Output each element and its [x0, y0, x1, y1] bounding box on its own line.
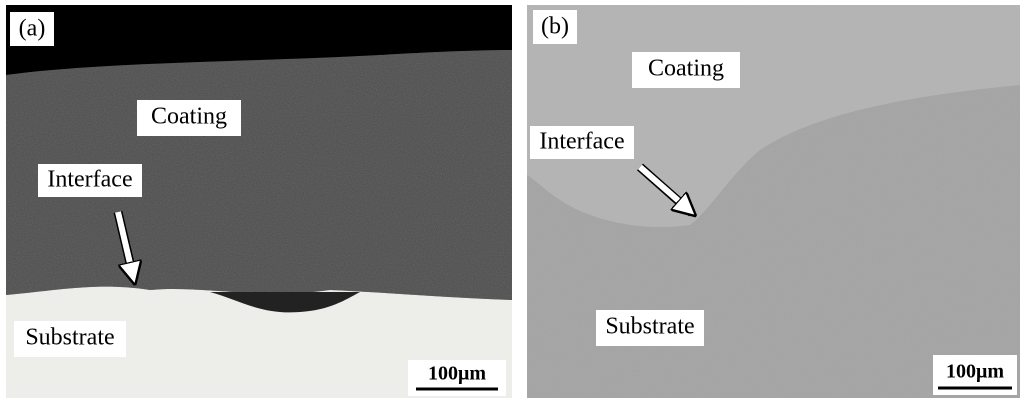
- panel-label: (a): [19, 16, 46, 42]
- interface-label: Interface: [539, 129, 624, 155]
- substrate-label: Substrate: [25, 325, 114, 351]
- panel-a: (a) Coating Interface Substrate 100μm: [6, 5, 512, 398]
- interface-label: Interface: [47, 167, 132, 193]
- coating-label: Coating: [151, 104, 227, 130]
- panel-b: (b) Coating Interface Substrate 100μm: [527, 5, 1020, 398]
- substrate-label: Substrate: [605, 314, 694, 340]
- figure: (a) Coating Interface Substrate 100μm (b…: [0, 0, 1025, 401]
- panel-label: (b): [541, 14, 569, 40]
- scale-bar-label: 100μm: [946, 361, 1004, 383]
- coating-label: Coating: [648, 56, 724, 82]
- scale-bar-label: 100μm: [428, 363, 486, 385]
